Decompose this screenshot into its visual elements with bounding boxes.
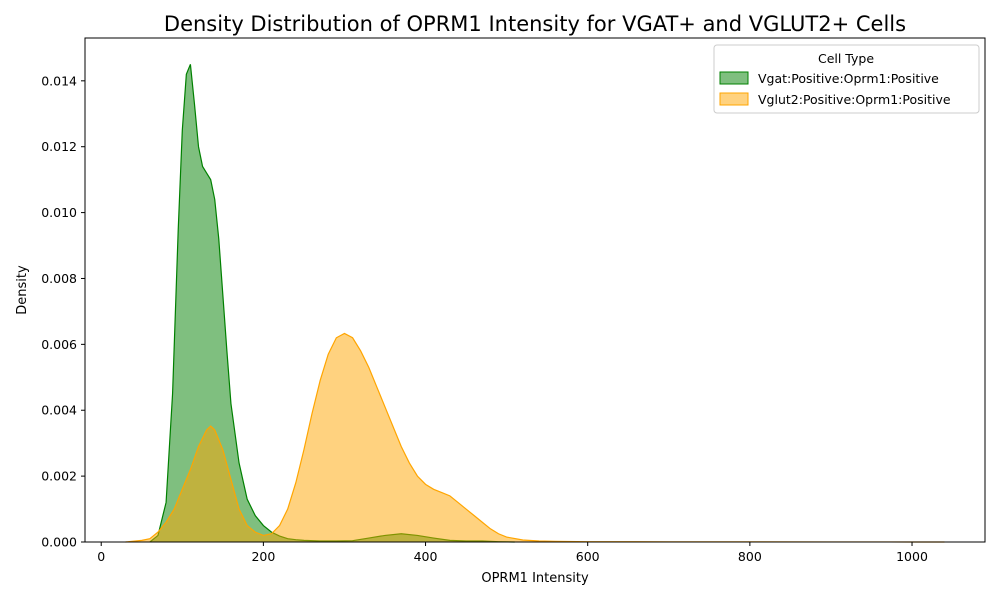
x-tick-label: 1000	[896, 549, 928, 564]
series-area-1	[125, 333, 945, 542]
x-tick-label: 400	[414, 549, 438, 564]
plot-area	[84, 37, 986, 543]
legend-entry: Vgat:Positive:Oprm1:Positive	[719, 71, 939, 86]
x-axis-label: OPRM1 Intensity	[481, 571, 589, 586]
legend-label-vgat: Vgat:Positive:Oprm1:Positive	[758, 71, 939, 86]
legend-title: Cell Type	[818, 51, 874, 66]
y-axis-ticks: 0.000 0.002 0.004 0.006 0.008 0.010 0.012 0.014	[41, 73, 85, 550]
series-line-1	[125, 332, 945, 543]
x-axis-ticks: 0 200 400 600 800 1000	[97, 542, 928, 564]
y-tick-label: 0.014	[41, 73, 77, 88]
x-tick-label: 800	[738, 549, 762, 564]
x-tick-label: 600	[576, 549, 600, 564]
x-tick-label: 0	[97, 549, 105, 564]
y-tick-label: 0.000	[41, 535, 77, 550]
y-tick-label: 0.012	[41, 139, 77, 154]
legend-swatch-vglut2	[719, 92, 749, 106]
legend-swatch-vgat	[719, 71, 749, 85]
y-tick-label: 0.008	[41, 271, 77, 286]
y-tick-label: 0.006	[41, 337, 77, 352]
y-axis-label: Density	[15, 265, 30, 315]
legend-frame	[713, 44, 980, 114]
x-tick-label: 200	[251, 549, 275, 564]
plot-frame	[84, 37, 986, 543]
legend-entry: Vglut2:Positive:Oprm1:Positive	[719, 92, 951, 107]
legend: Cell Type Vgat:Positive:Oprm1:Positive V…	[713, 44, 980, 114]
y-tick-label: 0.002	[41, 469, 77, 484]
y-tick-label: 0.004	[41, 403, 77, 418]
chart-title: Density Distribution of OPRM1 Intensity …	[164, 12, 906, 36]
legend-label-vglut2: Vglut2:Positive:Oprm1:Positive	[758, 92, 951, 107]
series-layer	[125, 64, 945, 543]
y-tick-label: 0.010	[41, 205, 77, 220]
